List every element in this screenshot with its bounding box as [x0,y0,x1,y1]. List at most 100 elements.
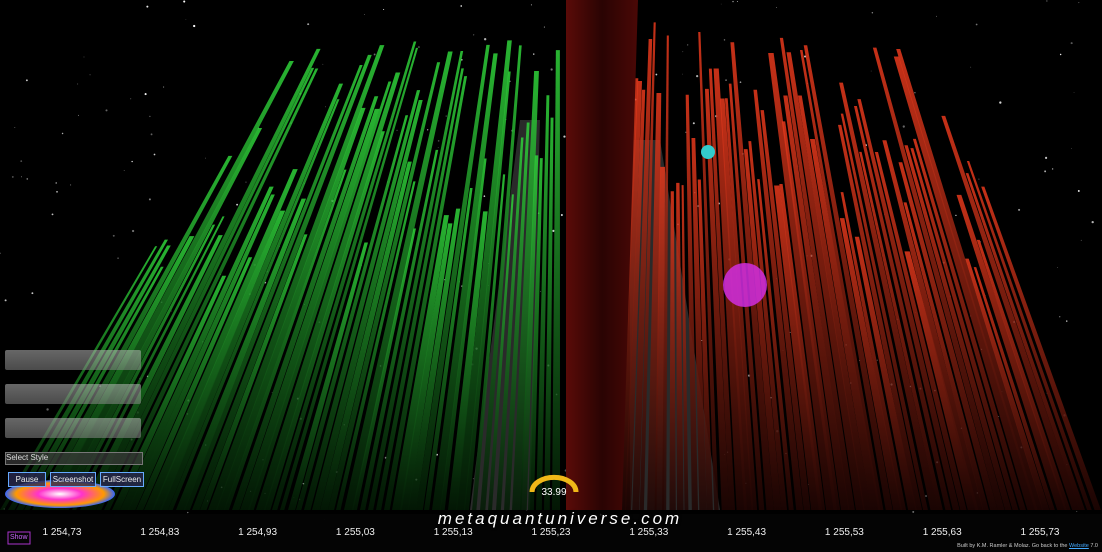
star [373,53,376,56]
ask-bar [757,179,794,510]
price-label: 1 255,73 [1020,527,1060,538]
star [871,12,874,14]
star [775,7,777,9]
bid-bar [40,236,195,510]
star [552,229,555,232]
fullscreen-button[interactable]: FullScreen [100,472,144,487]
slider[interactable] [5,384,141,404]
slider[interactable] [5,350,141,370]
star [970,66,972,68]
bid-bar [312,100,423,510]
bid-bar [160,83,344,511]
ask-bar [853,106,952,511]
star [999,101,1002,104]
star [682,51,684,53]
price-label: 1 255,23 [531,527,571,538]
bid-bar [0,246,158,511]
bid-bar [472,174,506,511]
color-wheel [5,480,115,508]
price-label: 1 255,03 [335,527,375,538]
star [723,39,726,41]
star [205,157,206,159]
star [1018,208,1021,211]
ask-bar [966,160,1092,510]
bid-bar [464,71,511,511]
star [1059,53,1062,56]
ask-bar [904,145,1012,510]
ask-bar [691,138,707,511]
order-book-bars [0,22,1101,511]
bid-bar [280,47,419,510]
star [914,92,916,94]
star [543,26,545,28]
star [720,3,722,5]
pause-button[interactable]: Pause [8,472,46,487]
star [70,184,72,186]
star [245,181,247,183]
star [0,252,1,255]
trade-dot [701,145,715,159]
star [902,125,905,128]
star [1051,168,1054,170]
ask-bar [803,45,893,510]
star [144,93,147,96]
bid-bar [104,68,319,511]
price-label: 1 255,43 [727,527,767,538]
star [804,55,807,58]
bid-bar [256,72,401,511]
bid-bar [304,90,421,510]
star [193,24,196,28]
style-select[interactable]: Select Style [5,452,143,465]
ask-bar [837,124,923,511]
star [163,86,165,88]
ask-bar [662,35,669,510]
bid-bar [544,117,554,510]
star [150,133,153,136]
bid-bar [528,158,543,510]
star [148,198,151,201]
bid-bar [152,210,286,510]
bid-bar [224,169,347,510]
star [31,292,34,295]
footer-link[interactable]: Website [1069,543,1089,549]
ask-bar [965,173,1085,511]
bid-bar [248,81,392,511]
bid-bar [144,169,298,510]
star [21,176,23,178]
star [307,23,310,26]
bid-bar [360,149,439,511]
ask-bar [681,185,689,511]
ask-bar [669,191,676,510]
bid-bar [56,128,263,510]
star [550,68,553,71]
star [473,34,475,36]
ask-bar [839,218,903,510]
gauge-value: 33.99 [541,487,567,498]
screenshot-button[interactable]: Screenshot [50,472,96,487]
star [170,310,172,312]
star [55,182,57,184]
star [363,13,365,15]
bid-bar [400,223,453,510]
footer-text: Built by K.M. Ramler & Molaz. Go back to… [957,543,1068,549]
ask-bar [697,179,713,510]
star [460,5,463,7]
star [383,8,385,11]
star [1080,239,1082,241]
star [1078,2,1080,4]
star [325,106,327,108]
price-label: 1 254,93 [238,527,278,538]
ask-bar [676,182,684,510]
star [533,53,535,55]
ask-bar [903,202,989,511]
ask-bar [797,95,872,510]
star [876,359,878,361]
bid-bar [448,211,488,510]
bid-bar [416,44,490,510]
bid-bar [208,45,385,511]
ask-bar [760,110,811,511]
ask-bar [779,183,826,510]
star [183,0,186,3]
slider[interactable] [5,418,141,438]
corner-button[interactable]: Show [10,534,28,541]
